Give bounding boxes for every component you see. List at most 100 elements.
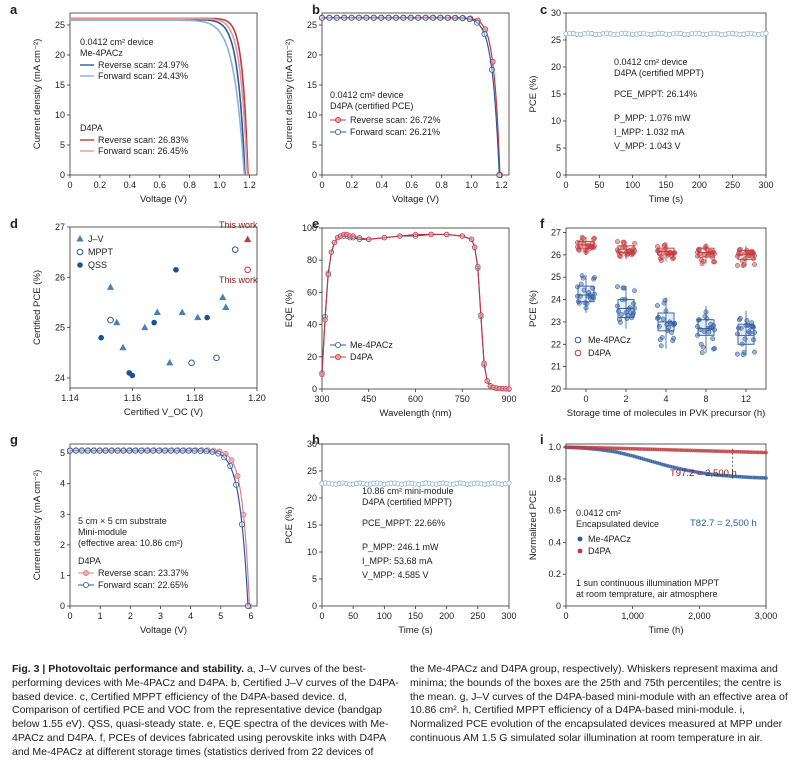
data-point — [415, 14, 422, 21]
legend-entry: QSS — [88, 260, 107, 270]
panel-label-d: d — [10, 216, 18, 231]
data-point — [444, 14, 451, 21]
caption-right-text: the Me-4PACz and D4PA group, respectivel… — [410, 663, 788, 744]
legend-marker — [76, 248, 84, 256]
legend-marker — [83, 570, 90, 577]
annotation: P_MPP: 246.1 mW — [362, 542, 439, 552]
data-point — [150, 447, 157, 454]
data-point — [579, 273, 585, 279]
data-point — [155, 447, 162, 454]
x-tick-label: 1.2 — [243, 180, 256, 190]
data-point — [671, 335, 677, 341]
data-point — [102, 447, 109, 454]
y-tick-label: 5 — [312, 140, 317, 150]
annotation: PCE_MPPT: 22.66% — [362, 518, 445, 528]
x-axis-label: Certified V_OC (V) — [124, 407, 203, 418]
legend-marker — [334, 353, 341, 360]
y-tick-label: 0 — [556, 601, 561, 611]
panel-label-a: a — [10, 2, 18, 17]
data-point — [656, 323, 662, 329]
series-line — [322, 17, 500, 176]
x-tick-label: 0 — [67, 180, 72, 190]
data-point — [120, 447, 127, 454]
data-point — [355, 14, 362, 21]
y-axis-label: Certified PCE (%) — [32, 270, 43, 345]
data-point — [583, 305, 589, 311]
y-tick-label: 27 — [551, 227, 561, 237]
y-tick-label: 20 — [551, 62, 561, 72]
data-point — [623, 310, 629, 316]
data-point — [381, 235, 387, 241]
data-point — [710, 336, 716, 342]
data-point — [702, 245, 708, 251]
data-point — [617, 320, 623, 325]
y-tick-label: 25 — [55, 323, 65, 333]
data-point — [179, 447, 186, 454]
data-point — [213, 354, 220, 362]
data-point — [657, 255, 663, 261]
data-point — [764, 476, 768, 480]
data-point — [227, 463, 234, 470]
data-point — [575, 244, 580, 250]
y-tick-label: 15 — [55, 80, 65, 90]
x-tick-label: 0.8 — [435, 180, 448, 190]
data-point — [481, 31, 488, 38]
annotation: D4PA — [80, 123, 103, 133]
data-point — [244, 266, 251, 274]
data-point — [318, 14, 325, 21]
data-point — [751, 337, 757, 343]
data-point — [244, 603, 251, 610]
data-point — [459, 233, 465, 239]
x-tick-label: 1.20 — [248, 393, 266, 403]
data-point — [437, 14, 444, 21]
data-point — [735, 331, 740, 337]
data-point — [749, 320, 755, 326]
data-point — [385, 14, 392, 21]
legend-entry: D4PA — [588, 546, 611, 556]
data-point — [204, 314, 210, 321]
y-axis-label: Current density (mA cm⁻²) — [284, 39, 295, 150]
plot-frame — [69, 443, 258, 607]
data-point — [219, 293, 227, 300]
data-point — [331, 239, 338, 246]
annotation: (effective area: 10.86 cm²) — [78, 538, 183, 548]
x-tick-label: 0.4 — [376, 180, 389, 190]
data-point — [740, 352, 746, 358]
y-tick-label: 0 — [556, 170, 561, 180]
data-point — [578, 238, 584, 244]
data-point — [506, 386, 512, 392]
data-point — [484, 378, 490, 384]
y-tick-label: 15 — [551, 89, 561, 99]
y-tick-label: 20 — [307, 50, 317, 60]
y-tick-label: 10 — [551, 116, 561, 126]
y-tick-label: 0.2 — [548, 569, 561, 579]
panel-b: 0 5 10 15 20 25 0 0.2 0.4 0.6 0.8 1.0 1.2 Voltage (V)… — [284, 12, 510, 205]
data-point — [348, 14, 355, 21]
data-point — [326, 14, 333, 21]
data-point — [141, 323, 149, 331]
x-tick-label: 6 — [248, 611, 253, 621]
data-point — [221, 454, 228, 461]
annotation: Me-4PACz — [80, 48, 123, 58]
y-tick-label: 15 — [307, 80, 317, 90]
data-point — [740, 263, 746, 269]
annotation: 0.0412 cm² device — [330, 90, 404, 100]
data-point — [751, 324, 757, 330]
data-point — [695, 317, 701, 323]
x-tick-label: 3,000 — [755, 611, 778, 621]
x-tick-label: 150 — [408, 611, 423, 621]
data-point — [629, 315, 635, 321]
data-point — [496, 171, 503, 178]
data-point — [126, 447, 133, 454]
data-point — [468, 236, 475, 242]
data-point — [400, 14, 407, 21]
legend-marker — [334, 128, 341, 135]
caption-title: Fig. 3 | Photovoltaic performance and st… — [12, 663, 245, 675]
data-point — [428, 231, 434, 238]
data-point — [363, 14, 370, 21]
data-point — [624, 316, 630, 322]
legend-entry: Reverse scan: 23.37% — [98, 568, 189, 578]
data-point — [203, 448, 210, 455]
